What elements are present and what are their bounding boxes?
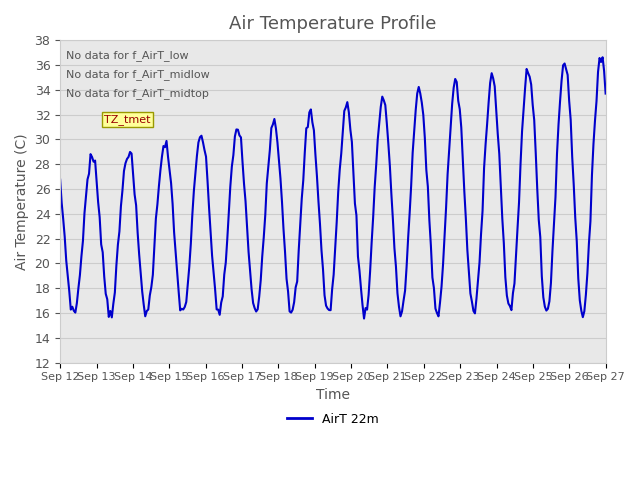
Y-axis label: Air Temperature (C): Air Temperature (C) <box>15 133 29 270</box>
X-axis label: Time: Time <box>316 388 350 402</box>
Text: No data for f_AirT_midtop: No data for f_AirT_midtop <box>66 88 209 99</box>
Text: No data for f_AirT_low: No data for f_AirT_low <box>66 50 188 60</box>
Text: TZ_tmet: TZ_tmet <box>104 114 150 125</box>
Text: No data for f_AirT_midlow: No data for f_AirT_midlow <box>66 69 209 80</box>
Title: Air Temperature Profile: Air Temperature Profile <box>229 15 436 33</box>
Legend: AirT 22m: AirT 22m <box>282 408 384 431</box>
